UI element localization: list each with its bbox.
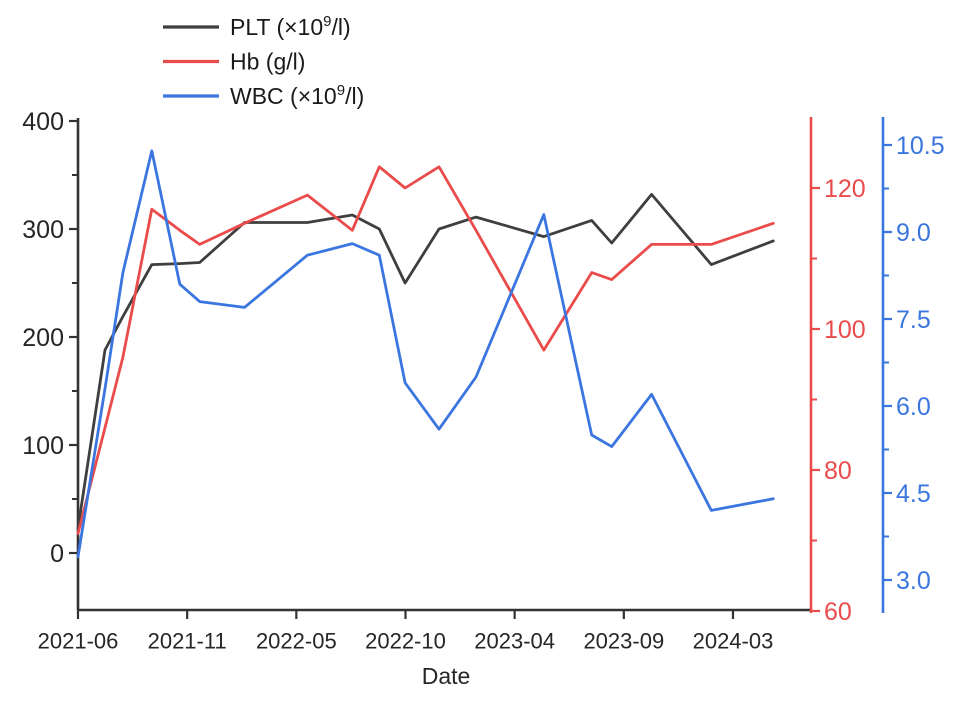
- hb-axis-tick-label: 120: [824, 175, 866, 203]
- legend-label: Hb (g/l): [230, 49, 305, 75]
- x-axis-tick-label: 2022-05: [256, 629, 337, 654]
- wbc-axis-tick-label: 9.0: [896, 219, 931, 247]
- x-axis-tick-label: 2024-03: [693, 629, 774, 654]
- left-axis-tick-label: 0: [50, 540, 64, 568]
- wbc-axis-tick-label: 10.5: [896, 132, 945, 160]
- wbc-axis-tick-label: 6.0: [896, 393, 931, 421]
- x-axis-tick-label: 2021-06: [38, 629, 119, 654]
- legend: PLT (×109/l) Hb (g/l) WBC (×109/l): [163, 13, 364, 109]
- x-axis-title: Date: [422, 663, 471, 689]
- left-axis-tick-label: 400: [22, 108, 64, 136]
- axes: 400 300 200 100 0 2021-06 2021-11 2022-05 2022-1…: [22, 108, 944, 654]
- x-axis-tick-label: 2022-10: [365, 629, 446, 654]
- hb-axis-tick-label: 60: [824, 598, 852, 626]
- legend-label: PLT (×109/l): [230, 13, 351, 40]
- series-line-plt: [76, 192, 775, 530]
- left-axis-tick-label: 100: [22, 432, 64, 460]
- series-lines: [76, 149, 775, 559]
- legend-label: WBC (×109/l): [230, 82, 364, 109]
- hb-axis-tick-label: 100: [824, 316, 866, 344]
- x-axis-tick-label: 2023-09: [583, 629, 664, 654]
- series-line-wbc: [76, 149, 775, 559]
- x-axis-tick-label: 2021-11: [148, 629, 227, 654]
- series-line-hb: [76, 165, 775, 535]
- hb-axis-tick-label: 80: [824, 457, 852, 485]
- wbc-axis-tick-label: 4.5: [896, 480, 931, 508]
- x-axis-tick-label: 2023-04: [474, 629, 555, 654]
- wbc-axis-tick-label: 3.0: [896, 567, 931, 595]
- left-axis-tick-label: 200: [22, 324, 64, 352]
- wbc-axis-tick-label: 7.5: [896, 306, 931, 334]
- left-axis-tick-label: 300: [22, 216, 64, 244]
